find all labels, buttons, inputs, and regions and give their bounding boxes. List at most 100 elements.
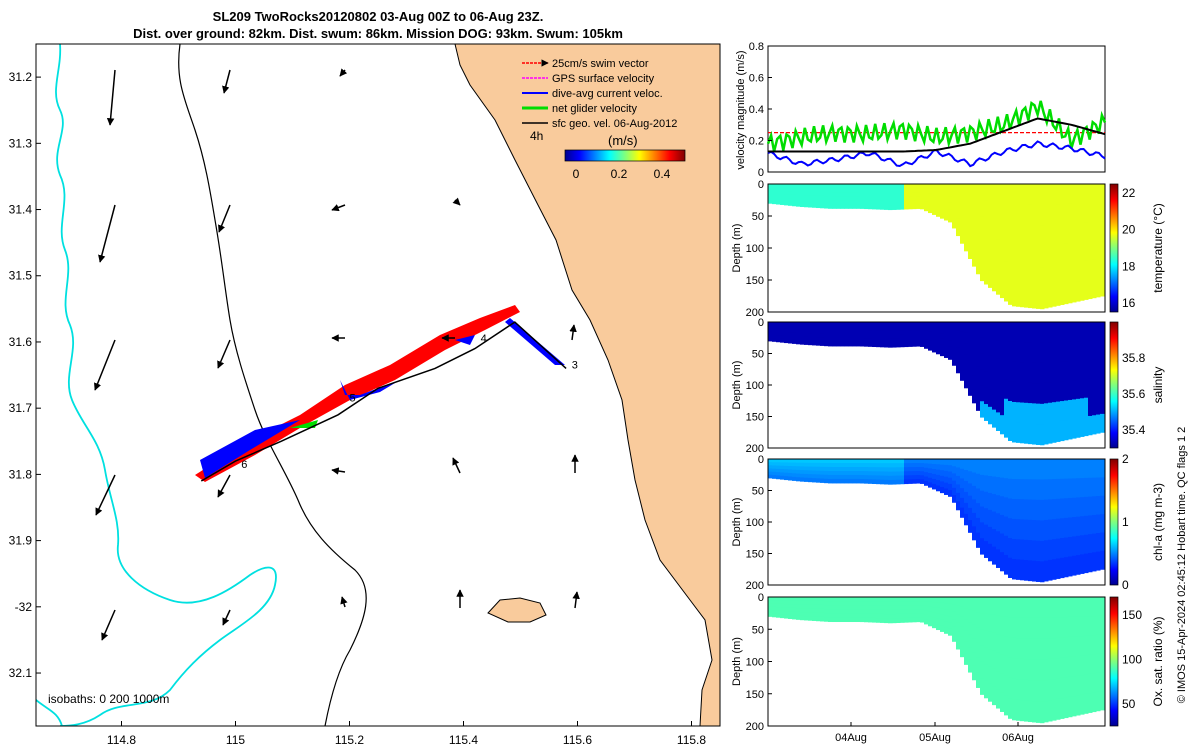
day-label: 5 [350,393,356,405]
title-line1: SL209 TwoRocks20120802 03-Aug 00Z to 06-… [213,9,544,24]
depth-tick-label: 100 [746,380,764,392]
depth-tick-label: 150 [746,549,764,561]
glider-track [200,321,567,482]
depth-tick-label: 50 [752,624,764,636]
map-xtick-label: 115.2 [335,733,364,747]
depth-tick-label: 50 [752,349,764,361]
geostrophic-arrows [94,68,580,641]
day-labels: 3 4 5 6 [241,333,578,471]
legend-current: dive-avg current veloc. [552,88,663,100]
day-label: 4 [481,333,487,345]
isobath-legend: isobaths: 0 200 1000m [48,692,169,706]
map-colorbar [564,149,686,162]
vel-series-3 [768,117,1106,153]
title-line2: Dist. over ground: 82km. Dist. swum: 86k… [133,26,623,41]
colorbar-oxygen [1109,596,1119,727]
map-ytick-label: 31.8 [9,467,33,481]
map-xtick-label: 115.6 [563,733,592,747]
cbar-tick-label: 150 [1122,608,1142,622]
cbar-tick-label: 22 [1122,186,1136,200]
cbar-tick-0: 0 [573,167,580,181]
legend-net: net glider velocity [552,103,637,115]
cbar-tick-label: 1 [1122,515,1129,529]
depth-ylabel: Depth (m) [731,361,743,410]
depth-tick-label: 0 [758,454,764,466]
cbar-tick-label: 35.8 [1122,351,1146,365]
depth-ylabel: Depth (m) [731,637,743,686]
section-chla: 0 50 100 150 200 Depth (m) 0 1 2 chl-a (mg m-3) [731,452,1165,592]
current-vectors [200,420,300,478]
depth-tick-label: 200 [746,721,764,733]
depth-tick-label: 100 [746,657,764,669]
vel-ytick-label: 0.8 [749,41,764,53]
cbar-tick-label: 50 [1122,697,1136,711]
cbar-tick-label: 16 [1122,296,1136,310]
velocity-panel: 0 0.2 0.4 0.6 0.8 velocity magnitude (m/s) [735,41,1107,179]
vel-series-1 [766,100,1107,152]
map-panel: 3 4 5 6 [36,44,720,726]
cbar-tick-label: 35.6 [1122,387,1146,401]
cbar-tick-1: 0.2 [611,167,628,181]
map-frame [35,43,721,727]
day-label: 3 [572,359,578,371]
legend-swim: 25cm/s swim vector [552,58,649,70]
coastline-land [454,44,720,726]
map-axes: 114.8 115 115.2 115.4 115.6 115.8 31.2 31.3 31.4… [9,70,707,747]
depth-tick-label: 200 [746,443,764,455]
depth-tick-label: 100 [746,517,764,529]
map-ytick-label: 31.7 [9,401,33,415]
section-temperature: 0 50 100 150 200 Depth (m) 16 18 20 22 temperature… [731,179,1165,319]
vel-ytick-label: 0.6 [749,73,764,85]
colorbar-chla [1109,458,1119,586]
map-ytick-label: 31.4 [9,203,33,217]
cbar-tick-label: 20 [1122,223,1136,237]
date-tick-label: 05Aug [919,732,951,744]
colorbar-salinity [1109,321,1119,449]
isobath-200 [55,44,277,726]
section-oxygen: 0 50 100 150 200 Depth (m) 50 100 150 Ox. sat. ra… [731,592,1165,733]
map-legend: 25cm/s swim vector GPS surface velocity … [522,58,686,181]
map-ytick-label: 31.3 [9,136,33,150]
legend-geo: sfc geo. vel. 06-Aug-2012 [552,118,677,130]
depth-tick-label: 150 [746,412,764,424]
map-xtick-label: 115 [226,733,245,747]
map-ytick-label: 31.5 [9,269,33,283]
cbar-tick-label: 100 [1122,652,1142,666]
date-axis: 04Aug 05Aug 06Aug [835,722,1034,744]
map-xtick-label: 115.8 [677,733,706,747]
map-ytick-label: 31.6 [9,335,33,349]
depth-tick-label: 100 [746,243,764,255]
swim-vectors [195,305,520,482]
map-ytick-label: -32 [15,600,33,614]
vel-ytick-label: 0 [758,167,764,179]
credit-text: © IMOS 15-Apr-2024 02:45:12 Hobart time.… [1176,427,1188,704]
date-tick-label: 06Aug [1002,732,1034,744]
depth-tick-label: 150 [746,689,764,701]
vel-ytick-label: 0.4 [749,104,764,116]
map-ytick-label: 32.1 [9,666,33,680]
cbar-label-temperature: temperature (°C) [1151,203,1165,293]
depth-tick-label: 200 [746,580,764,592]
cbar-tick-label: 18 [1122,259,1136,273]
depth-tick-label: 0 [758,592,764,604]
map-ytick-label: 31.2 [9,70,33,84]
isobath-1000 [178,44,367,726]
day-label: 6 [241,459,247,471]
depth-tick-label: 200 [746,307,764,319]
depth-tick-label: 0 [758,179,764,191]
island [487,597,547,623]
cbar-label-salinity: salinity [1151,367,1165,404]
map-xtick-label: 115.4 [449,733,478,747]
date-tick-label: 04Aug [835,732,867,744]
cbar-tick-label: 2 [1122,452,1129,466]
depth-tick-label: 50 [752,486,764,498]
colorbar-unit: (m/s) [608,133,638,148]
map-ytick-label: 31.9 [9,534,33,548]
section-salinity: 0 50 100 150 200 Depth (m) 35.4 35.6 35.8 salinit… [731,317,1165,455]
vel-ytick-label: 0.2 [749,136,764,148]
cbar-tick-2: 0.4 [654,167,671,181]
cbar-label-oxygen: Ox. sat. ratio (%) [1151,616,1165,706]
time-label: 4h [530,129,543,143]
depth-ylabel: Depth (m) [731,498,743,547]
